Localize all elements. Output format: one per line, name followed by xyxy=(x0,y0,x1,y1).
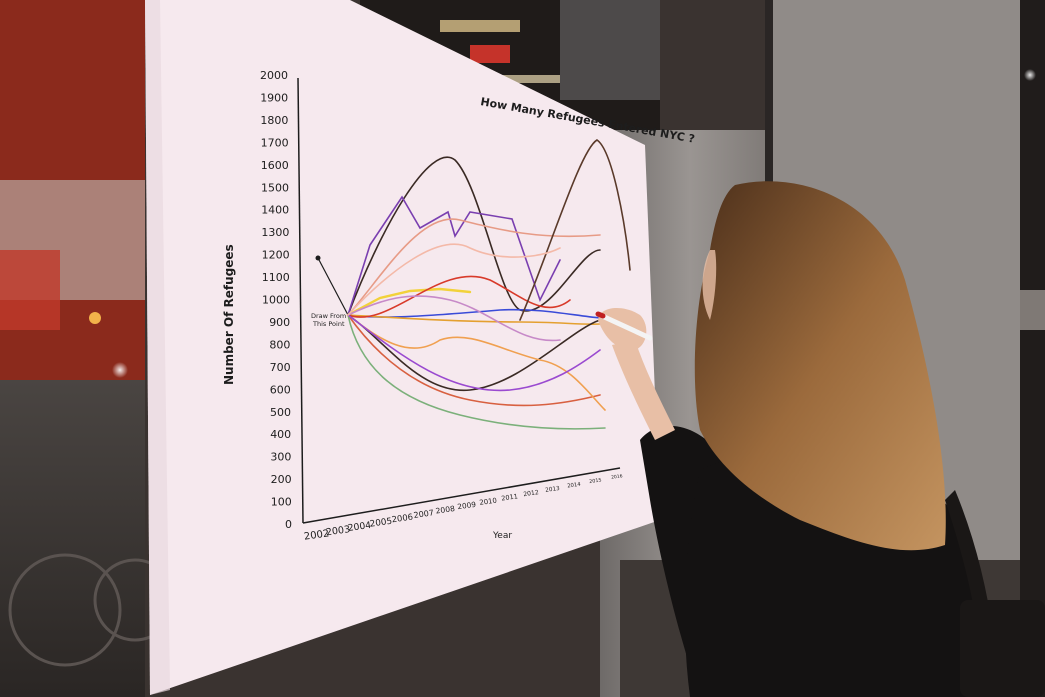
y-tick-label: 1000 xyxy=(262,294,290,307)
y-tick-label: 900 xyxy=(269,316,290,329)
y-tick-label: 500 xyxy=(270,406,291,419)
drawn-line-orange xyxy=(347,314,601,325)
y-tick-label: 100 xyxy=(271,496,292,509)
x-tick-label: 2014 xyxy=(567,482,582,490)
bicycle-reflection xyxy=(8,553,122,667)
x-tick-label: 2007 xyxy=(413,508,434,520)
hand-drawn-chart: How Many Refugees Entered NYC ? Number O… xyxy=(222,69,696,543)
y-tick-label: 1900 xyxy=(260,91,288,104)
y-tick-label: 1100 xyxy=(262,271,290,284)
drawn-line-peach xyxy=(347,218,601,316)
x-tick-label: 2010 xyxy=(479,497,497,507)
x-tick-label: 2011 xyxy=(501,492,518,502)
x-tick-label: 2002 xyxy=(303,528,330,542)
x-tick-label: 2003 xyxy=(325,524,351,538)
y-tick-label: 1700 xyxy=(261,136,289,149)
face xyxy=(702,250,717,320)
y-axis xyxy=(297,77,304,524)
x-tick-label: 2004 xyxy=(347,520,372,534)
x-axis-label: Year xyxy=(492,531,512,541)
drawn-line-brown xyxy=(519,139,631,321)
y-tick-label: 1200 xyxy=(262,249,290,262)
drawn-line-red-2 xyxy=(347,275,571,318)
x-tick-label: 2005 xyxy=(369,517,393,530)
bag xyxy=(960,600,1045,697)
drawn-line-black-2 xyxy=(347,314,601,391)
y-tick-label: 1800 xyxy=(260,114,288,127)
forearm xyxy=(612,340,675,440)
y-tick-label: 700 xyxy=(270,361,291,374)
y-tick-label: 400 xyxy=(270,428,291,441)
drawn-line-red xyxy=(347,314,601,407)
drawn-line-violet xyxy=(347,314,601,392)
drawn-line-green xyxy=(347,314,606,430)
x-tick-label: 2008 xyxy=(435,504,456,516)
hair xyxy=(694,181,946,551)
drawn-line-light-peach xyxy=(347,243,561,316)
y-tick-label: 1500 xyxy=(261,181,289,194)
marker-pen xyxy=(597,312,653,341)
y-tick-label: 1300 xyxy=(261,226,289,239)
start-label-line1: Draw From xyxy=(311,312,346,320)
drawn-line-purple xyxy=(347,195,561,316)
x-tick-label: 2013 xyxy=(545,486,561,494)
y-tick-label: 300 xyxy=(270,451,291,464)
drawn-line-pink xyxy=(347,295,561,342)
y-tick-label: 600 xyxy=(270,383,291,396)
y-tick-labels: 0 100 200 300 400 500 600 700 800 900 1000 1100 1200… xyxy=(260,69,292,531)
x-tick-label: 2015 xyxy=(589,477,602,485)
y-axis-label: Number Of Refugees xyxy=(222,244,236,385)
y-tick-label: 200 xyxy=(271,473,292,486)
drawn-line-orange-2 xyxy=(347,314,606,411)
drawn-line-black xyxy=(347,156,601,316)
hand-drawn-lines xyxy=(346,139,631,430)
y-tick-label: 800 xyxy=(269,338,290,351)
y-tick-label: 2000 xyxy=(260,69,288,82)
y-tick-label: 0 xyxy=(285,518,292,531)
start-label-line2: This Point xyxy=(312,320,345,328)
x-tick-label: 2009 xyxy=(457,500,477,512)
x-tick-label: 2006 xyxy=(391,511,414,524)
person-drawing xyxy=(595,181,1045,697)
x-tick-label: 2012 xyxy=(523,489,539,498)
drawn-line-yellow xyxy=(346,287,472,317)
y-tick-label: 1600 xyxy=(261,159,289,172)
x-axis xyxy=(302,467,621,524)
y-tick-label: 1400 xyxy=(261,204,289,217)
x-tick-label: 2016 xyxy=(611,473,623,481)
